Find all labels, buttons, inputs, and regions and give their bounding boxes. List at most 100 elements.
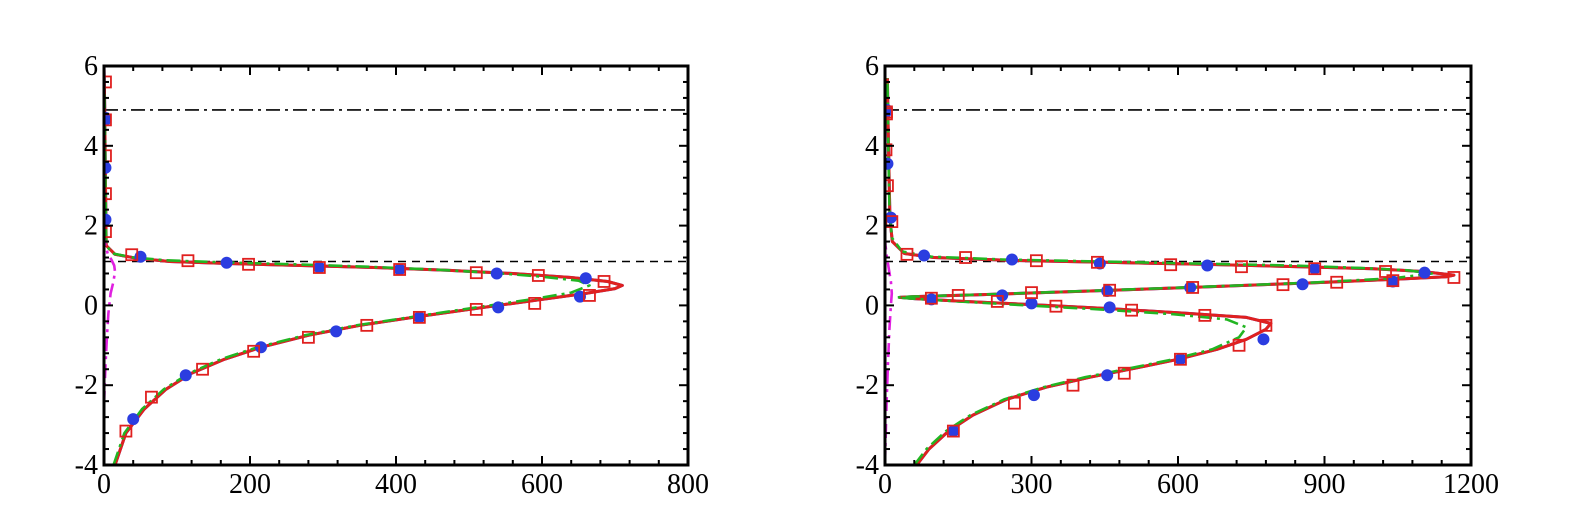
- marker-square: [1066, 378, 1080, 392]
- marker-square: [1379, 265, 1392, 278]
- marker-circle: [1257, 333, 1270, 346]
- marker-square: [1235, 260, 1248, 274]
- marker-square: [412, 310, 426, 324]
- marker-square: [924, 291, 938, 305]
- marker-square: [1025, 286, 1038, 300]
- marker-square: [1103, 283, 1117, 297]
- marker-square: [531, 269, 545, 282]
- x-tick-label: 300: [1011, 469, 1053, 500]
- marker-circle: [573, 290, 586, 303]
- y-tick-label: -4: [75, 450, 98, 481]
- series-line-dashdot-magenta: [885, 237, 894, 465]
- chart-panel-right: 0 300 600 900 1200 -4 -2 0 2 4 6: [856, 51, 1499, 500]
- x-tick-label: 200: [229, 469, 271, 500]
- marker-square: [583, 289, 596, 302]
- y-tick-label: 2: [865, 211, 879, 242]
- x-tick-label: 600: [521, 469, 563, 500]
- marker-square: [1008, 396, 1021, 410]
- y-tick-label: 2: [84, 211, 98, 242]
- marker-circle: [579, 272, 592, 285]
- marker-circle: [1296, 278, 1309, 291]
- series-line-dashdot-magenta: [104, 237, 117, 406]
- marker-square: [242, 257, 255, 271]
- marker-circle: [492, 301, 505, 314]
- marker-square: [1386, 274, 1400, 288]
- marker-circle: [1308, 262, 1321, 275]
- y-tick-label: 6: [865, 51, 879, 82]
- marker-square: [312, 261, 326, 274]
- chart-panel-left: 0 200 400 600 800 -4 -2 0 2 4 6: [75, 51, 709, 500]
- marker-square: [247, 344, 261, 358]
- marker-square: [885, 179, 894, 193]
- marker-square: [1029, 254, 1043, 268]
- y-tick-label: 0: [865, 290, 879, 321]
- marker-circle: [413, 311, 426, 324]
- marker-square: [469, 266, 483, 280]
- marker-square: [1308, 262, 1322, 276]
- x-tick-label: 0: [878, 469, 892, 500]
- marker-square: [1117, 366, 1131, 380]
- y-tick-label: -2: [75, 370, 98, 401]
- marker-circle: [1101, 369, 1114, 382]
- marker-square: [1091, 255, 1104, 269]
- marker-square: [900, 247, 914, 261]
- marker-circle: [127, 413, 140, 426]
- x-tick-label: 900: [1304, 469, 1346, 500]
- marker-circle: [947, 425, 960, 438]
- marker-circle: [179, 369, 192, 382]
- marker-circle: [1027, 389, 1040, 402]
- marker-square: [1259, 318, 1273, 332]
- marker-square: [946, 424, 960, 438]
- marker-square: [1125, 303, 1139, 317]
- series-line-solid-red: [885, 77, 1456, 465]
- marker-square: [181, 254, 195, 268]
- x-tick-label: 600: [1157, 469, 1199, 500]
- y-tick-label: -2: [856, 370, 879, 401]
- marker-square: [196, 362, 209, 376]
- series-line-dashdot-green: [886, 77, 1434, 465]
- marker-circle: [1025, 297, 1038, 310]
- plot-area: [885, 77, 1461, 465]
- marker-square: [1164, 258, 1178, 272]
- x-tick-label: 1200: [1443, 469, 1499, 500]
- y-tick-label: -4: [856, 450, 879, 481]
- x-tick-label: 800: [667, 469, 709, 500]
- marker-square: [528, 297, 542, 310]
- marker-square: [597, 275, 611, 288]
- y-tick-label: 0: [84, 290, 98, 321]
- marker-square: [1174, 352, 1187, 366]
- marker-circle: [254, 341, 267, 354]
- y-tick-label: 4: [84, 131, 98, 162]
- marker-circle: [1005, 253, 1018, 266]
- marker-square: [959, 251, 972, 264]
- marker-square: [951, 289, 965, 302]
- x-tick-label: 0: [97, 469, 111, 500]
- marker-square: [145, 390, 158, 404]
- marker-square: [1049, 299, 1063, 313]
- marker-square: [301, 330, 315, 344]
- marker-square: [1186, 281, 1200, 294]
- series-line-solid-blue: [885, 77, 1456, 465]
- marker-square: [119, 424, 133, 438]
- marker-circle: [1201, 259, 1214, 272]
- marker-circle: [490, 267, 503, 280]
- x-tick-label: 400: [375, 469, 417, 500]
- marker-square: [1198, 308, 1212, 322]
- marker-square: [1276, 278, 1290, 292]
- marker-circle: [918, 249, 931, 262]
- marker-circle: [220, 256, 233, 269]
- marker-square: [469, 302, 483, 316]
- marker-circle: [313, 261, 326, 274]
- marker-circle: [1103, 301, 1116, 314]
- marker-square: [1330, 275, 1344, 289]
- plot-area: [104, 66, 624, 465]
- marker-square: [1447, 271, 1461, 284]
- marker-circle: [393, 263, 406, 276]
- marker-square: [990, 295, 1004, 308]
- marker-circle: [1174, 353, 1187, 366]
- marker-square: [360, 318, 374, 332]
- marker-circle: [330, 325, 343, 338]
- y-tick-label: 4: [865, 131, 879, 162]
- marker-square: [1232, 338, 1246, 352]
